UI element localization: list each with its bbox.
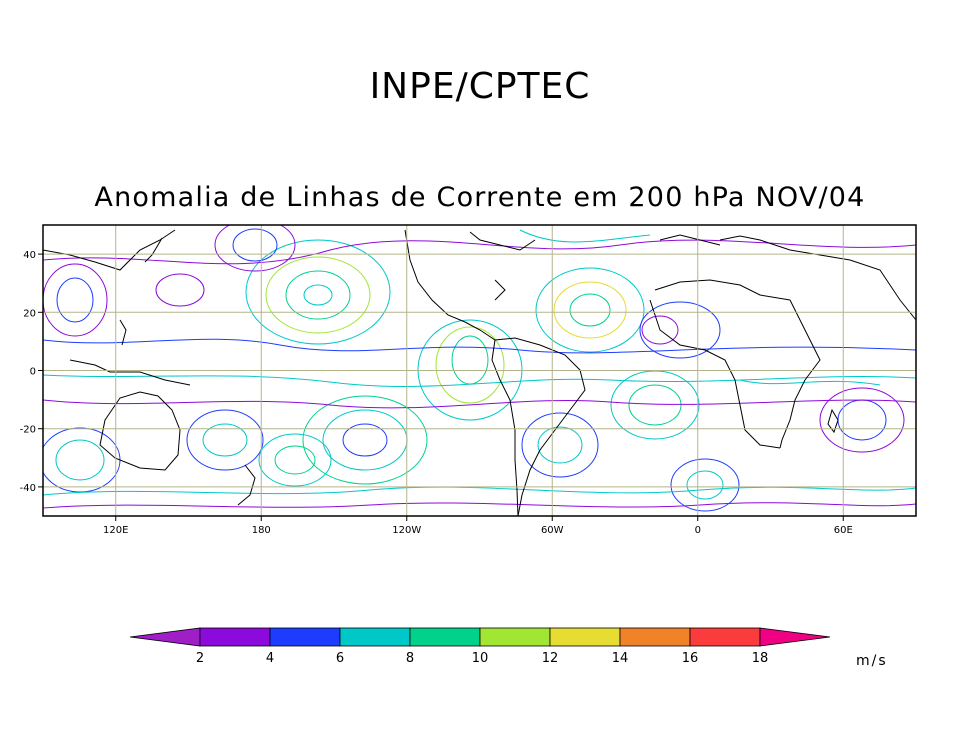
colorbar-tick-label-7: 16 <box>682 651 699 666</box>
colorbar-swatch-4 <box>409 627 481 647</box>
colorbar-swatch-7 <box>619 627 691 647</box>
colorbar-swatch-1 <box>199 627 271 647</box>
colorbar-swatch-8 <box>689 627 761 647</box>
institution-title: INPE/CPTEC <box>369 66 591 107</box>
colorbar-swatch-5 <box>479 627 551 647</box>
y-tick-label-0: 40 <box>23 250 36 261</box>
graticule <box>43 225 916 516</box>
colorbar-swatch-3 <box>339 627 411 647</box>
axis-ticks: 120E 180 120W 60W 0 60E 40 20 0 -20 -40 <box>20 250 853 536</box>
colorbar-unit-label: m/s <box>856 653 888 669</box>
colorbar-tick-label-6: 14 <box>612 651 629 666</box>
y-tick-label-2: 0 <box>30 367 36 378</box>
colorbar-swatch-6 <box>549 627 621 647</box>
map-title: Anomalia de Linhas de Corrente em 200 hP… <box>94 182 866 213</box>
y-tick-label-4: -40 <box>20 483 36 494</box>
colorbar-tick-label-5: 12 <box>542 651 559 666</box>
x-tick-label-5: 60E <box>834 525 853 536</box>
streamline-layer <box>43 225 916 512</box>
coastline-layer <box>43 229 916 516</box>
colorbar-tick-label-1: 4 <box>266 651 274 666</box>
colorbar-tick-label-8: 18 <box>752 651 769 666</box>
colorbar-tick-label-4: 10 <box>472 651 489 666</box>
y-tick-label-3: -20 <box>20 425 36 436</box>
colorbar-swatch-0 <box>129 627 201 647</box>
colorbar: 2 4 6 8 10 12 14 16 18 <box>129 627 831 666</box>
x-tick-label-4: 0 <box>695 525 701 536</box>
colorbar-swatch-9 <box>759 627 831 647</box>
x-tick-label-2: 120W <box>392 525 421 536</box>
x-tick-label-1: 180 <box>252 525 271 536</box>
y-tick-label-1: 20 <box>23 308 36 319</box>
colorbar-tick-label-3: 8 <box>406 651 414 666</box>
colorbar-tick-label-0: 2 <box>196 651 204 666</box>
colorbar-tick-label-2: 6 <box>336 651 344 666</box>
colorbar-swatch-2 <box>269 627 341 647</box>
x-tick-label-3: 60W <box>541 525 564 536</box>
x-tick-label-0: 120E <box>103 525 128 536</box>
